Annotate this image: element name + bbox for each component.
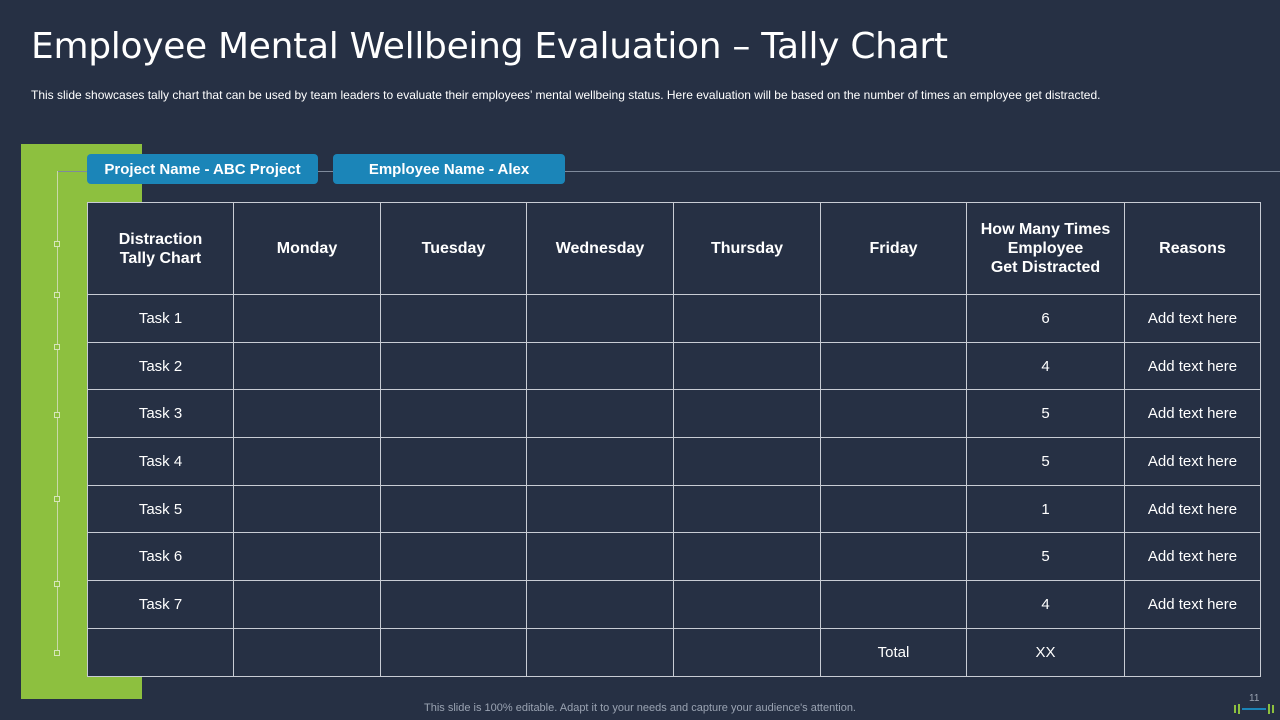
- header-reasons: Reasons: [1124, 202, 1261, 295]
- timeline-dot: [54, 344, 60, 350]
- friday-cell: [820, 294, 967, 343]
- monday-cell: [233, 437, 381, 486]
- slide-number: 11: [1249, 693, 1260, 704]
- empty-cell: [526, 627, 674, 677]
- reason-cell: Add text here: [1124, 341, 1261, 391]
- monday-cell: [233, 341, 381, 391]
- header-friday: Friday: [820, 202, 967, 295]
- thursday-cell: [673, 580, 821, 629]
- task-cell: Task 4: [87, 437, 234, 486]
- tally-chart-table: Distraction Tally Chart Monday Tuesday W…: [87, 202, 1261, 677]
- friday-cell: [820, 532, 967, 582]
- friday-cell: [820, 484, 967, 534]
- reason-cell: Add text here: [1124, 484, 1261, 534]
- tuesday-cell: [380, 580, 527, 629]
- task-cell: Task 3: [87, 389, 234, 439]
- friday-cell: [820, 341, 967, 391]
- table-row: Task 6 5 Add text here: [87, 532, 1261, 582]
- slide-subtitle: This slide showcases tally chart that ca…: [31, 88, 1101, 102]
- task-cell: Task 7: [87, 580, 234, 629]
- table-row: Task 4 5 Add text here: [87, 437, 1261, 486]
- thursday-cell: [673, 484, 821, 534]
- timeline-dot: [54, 412, 60, 418]
- tuesday-cell: [380, 389, 527, 439]
- count-cell: 5: [966, 389, 1125, 439]
- header-thursday: Thursday: [673, 202, 821, 295]
- table-header-row: Distraction Tally Chart Monday Tuesday W…: [87, 202, 1261, 295]
- tuesday-cell: [380, 532, 527, 582]
- empty-cell: [1124, 627, 1261, 677]
- task-cell: Task 6: [87, 532, 234, 582]
- reason-cell: Add text here: [1124, 437, 1261, 486]
- thursday-cell: [673, 437, 821, 486]
- thursday-cell: [673, 294, 821, 343]
- table-row: Task 7 4 Add text here: [87, 580, 1261, 629]
- tuesday-cell: [380, 437, 527, 486]
- task-cell: Task 1: [87, 294, 234, 343]
- table-row: Task 5 1 Add text here: [87, 484, 1261, 534]
- count-cell: 4: [966, 341, 1125, 391]
- count-cell: 5: [966, 437, 1125, 486]
- friday-cell: [820, 389, 967, 439]
- timeline-dot: [54, 496, 60, 502]
- footer-note: This slide is 100% editable. Adapt it to…: [424, 702, 856, 714]
- timeline-dot: [54, 241, 60, 247]
- brand-logo-icon: [1234, 704, 1274, 714]
- total-value-cell: XX: [966, 627, 1125, 677]
- reason-cell: Add text here: [1124, 389, 1261, 439]
- slide-title: Employee Mental Wellbeing Evaluation – T…: [31, 26, 948, 67]
- header-monday: Monday: [233, 202, 381, 295]
- empty-cell: [87, 627, 234, 677]
- count-cell: 5: [966, 532, 1125, 582]
- table-row: Task 2 4 Add text here: [87, 341, 1261, 391]
- friday-cell: [820, 437, 967, 486]
- wednesday-cell: [526, 484, 674, 534]
- monday-cell: [233, 484, 381, 534]
- employee-name-tab: Employee Name - Alex: [333, 154, 565, 184]
- timeline-dot: [54, 581, 60, 587]
- wednesday-cell: [526, 341, 674, 391]
- count-cell: 6: [966, 294, 1125, 343]
- reason-cell: Add text here: [1124, 532, 1261, 582]
- timeline-dot: [54, 650, 60, 656]
- header-tuesday: Tuesday: [380, 202, 527, 295]
- tuesday-cell: [380, 341, 527, 391]
- header-wednesday: Wednesday: [526, 202, 674, 295]
- monday-cell: [233, 532, 381, 582]
- timeline-dot: [54, 292, 60, 298]
- empty-cell: [380, 627, 527, 677]
- friday-cell: [820, 580, 967, 629]
- thursday-cell: [673, 389, 821, 439]
- empty-cell: [673, 627, 821, 677]
- table-row: Task 1 6 Add text here: [87, 294, 1261, 343]
- wednesday-cell: [526, 532, 674, 582]
- tuesday-cell: [380, 294, 527, 343]
- wednesday-cell: [526, 294, 674, 343]
- task-cell: Task 2: [87, 341, 234, 391]
- thursday-cell: [673, 341, 821, 391]
- task-cell: Task 5: [87, 484, 234, 534]
- count-cell: 1: [966, 484, 1125, 534]
- header-distraction-count: How Many Times Employee Get Distracted: [966, 202, 1125, 295]
- empty-cell: [233, 627, 381, 677]
- reason-cell: Add text here: [1124, 294, 1261, 343]
- table-total-row: Total XX: [87, 627, 1261, 677]
- wednesday-cell: [526, 580, 674, 629]
- total-label-cell: Total: [820, 627, 967, 677]
- reason-cell: Add text here: [1124, 580, 1261, 629]
- table-row: Task 3 5 Add text here: [87, 389, 1261, 439]
- tuesday-cell: [380, 484, 527, 534]
- monday-cell: [233, 294, 381, 343]
- thursday-cell: [673, 532, 821, 582]
- count-cell: 4: [966, 580, 1125, 629]
- project-name-tab: Project Name - ABC Project: [87, 154, 318, 184]
- header-divider-line: [58, 171, 1280, 172]
- wednesday-cell: [526, 437, 674, 486]
- wednesday-cell: [526, 389, 674, 439]
- monday-cell: [233, 389, 381, 439]
- monday-cell: [233, 580, 381, 629]
- header-distraction-tally-chart: Distraction Tally Chart: [87, 202, 234, 295]
